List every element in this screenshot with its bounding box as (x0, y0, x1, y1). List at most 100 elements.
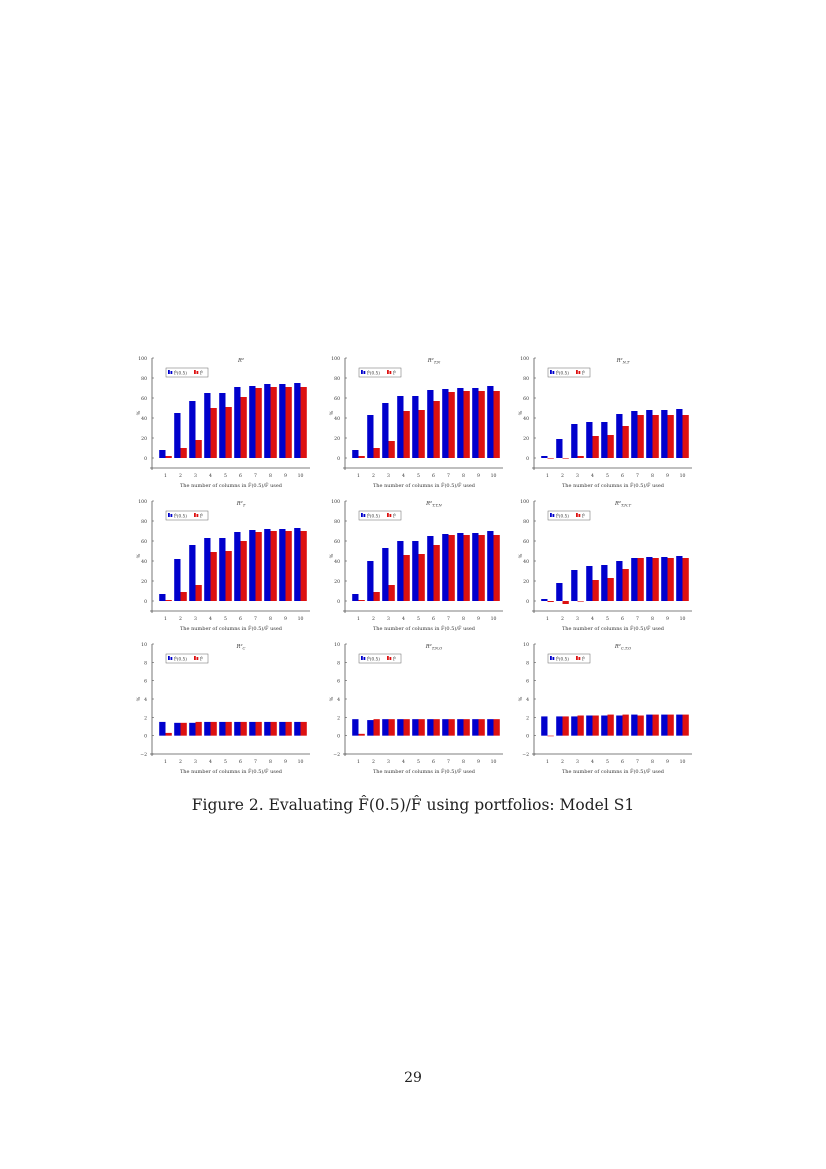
svg-text:1: 1 (546, 759, 549, 765)
chart-panel-r2-cto: −2 0 2 4 6 8 10% 1 2 3 4 5 6 7 8 9 10 The number of colum… (512, 636, 702, 785)
svg-text:2: 2 (179, 473, 182, 479)
svg-text:F̂: F̂ (200, 657, 203, 662)
bar-chart: 0 20 40 60 80 100% 1 2 3 4 5 6 7 8 9 10 The number of co… (136, 499, 310, 632)
svg-text:9: 9 (477, 616, 480, 622)
svg-text:F̂(0.5): F̂(0.5) (174, 514, 187, 519)
svg-text:60: 60 (141, 396, 147, 402)
svg-text:6: 6 (144, 679, 147, 685)
svg-text:7: 7 (447, 759, 450, 765)
svg-text:%: % (518, 696, 524, 701)
svg-text:6: 6 (432, 616, 435, 622)
svg-text:2: 2 (144, 715, 147, 721)
svg-text:80: 80 (141, 519, 147, 525)
svg-text:F̂(0.5): F̂(0.5) (367, 371, 380, 376)
svg-text:4: 4 (591, 616, 594, 622)
svg-text:3: 3 (576, 616, 579, 622)
svg-text:5: 5 (606, 473, 609, 479)
svg-text:100: 100 (138, 356, 147, 362)
svg-text:R²T,N,O: R²T,N,O (425, 644, 443, 651)
svg-text:F̂: F̂ (582, 371, 585, 376)
bar-chart: −2 0 2 4 6 8 10% 1 2 3 4 5 6 7 8 9 10 The number of colum… (518, 642, 692, 775)
chart-panel-r2-tn: 0 20 40 60 80 100% 1 2 3 4 5 6 7 8 9 10 The number of co… (323, 350, 513, 499)
svg-text:F̂(0.5): F̂(0.5) (174, 371, 187, 376)
svg-text:5: 5 (417, 759, 420, 765)
svg-text:10: 10 (334, 642, 340, 648)
chart-panel-r2-c: −2 0 2 4 6 8 10% 1 2 3 4 5 6 7 8 9 10 The number of colum… (130, 636, 320, 785)
svg-text:R²: R² (237, 358, 244, 364)
svg-text:4: 4 (209, 616, 212, 622)
svg-text:10: 10 (491, 616, 497, 622)
svg-text:7: 7 (254, 759, 257, 765)
svg-text:R²T: R²T (236, 501, 246, 508)
svg-text:2: 2 (372, 616, 375, 622)
svg-text:10: 10 (523, 642, 529, 648)
svg-text:7: 7 (254, 473, 257, 479)
svg-text:4: 4 (591, 759, 594, 765)
svg-text:6: 6 (621, 616, 624, 622)
svg-text:3: 3 (194, 759, 197, 765)
svg-text:F̂: F̂ (393, 371, 396, 376)
svg-text:7: 7 (636, 759, 639, 765)
svg-text:4: 4 (591, 473, 594, 479)
svg-text:0: 0 (144, 599, 147, 605)
svg-text:8: 8 (462, 616, 465, 622)
svg-text:3: 3 (387, 616, 390, 622)
svg-text:10: 10 (298, 473, 304, 479)
chart-panel-r2: 0 20 40 60 80 100% 1 2 3 4 5 6 7 8 9 10 The number of co… (130, 350, 320, 499)
svg-text:40: 40 (523, 559, 529, 565)
svg-text:0: 0 (526, 456, 529, 462)
svg-text:80: 80 (334, 376, 340, 382)
svg-text:100: 100 (331, 499, 340, 505)
svg-text:R²T,N,T: R²T,N,T (614, 501, 631, 508)
svg-text:5: 5 (224, 616, 227, 622)
svg-text:1: 1 (546, 473, 549, 479)
svg-text:100: 100 (138, 499, 147, 505)
svg-text:7: 7 (447, 473, 450, 479)
svg-text:−2: −2 (333, 752, 340, 758)
svg-text:3: 3 (387, 473, 390, 479)
svg-text:R²T,N: R²T,N (427, 358, 441, 365)
svg-text:F̂(0.5): F̂(0.5) (556, 514, 569, 519)
svg-text:0: 0 (337, 599, 340, 605)
page-number: 29 (404, 1070, 422, 1086)
svg-text:0: 0 (144, 734, 147, 740)
svg-text:20: 20 (523, 579, 529, 585)
svg-text:F̂(0.5): F̂(0.5) (556, 657, 569, 662)
svg-text:5: 5 (224, 473, 227, 479)
svg-text:5: 5 (417, 616, 420, 622)
svg-text:10: 10 (298, 759, 304, 765)
svg-text:20: 20 (141, 436, 147, 442)
svg-text:2: 2 (372, 473, 375, 479)
bar-chart: 0 20 40 60 80 100% 1 2 3 4 5 6 7 8 9 10 The number of co… (136, 356, 310, 489)
bar-chart: 0 20 40 60 80 100% 1 2 3 4 5 6 7 8 9 10 The number of co… (518, 356, 692, 489)
svg-text:R²C: R²C (236, 644, 246, 651)
svg-text:10: 10 (491, 473, 497, 479)
chart-panel-r2-tnt: 0 20 40 60 80 100% 1 2 3 4 5 6 7 8 9 10 The number of co… (512, 493, 702, 642)
chart-panel-r2-t: 0 20 40 60 80 100% 1 2 3 4 5 6 7 8 9 10 The number of co… (130, 493, 320, 642)
chart-panel-r2-nt: 0 20 40 60 80 100% 1 2 3 4 5 6 7 8 9 10 The number of co… (512, 350, 702, 499)
svg-text:9: 9 (477, 759, 480, 765)
svg-text:9: 9 (666, 616, 669, 622)
svg-text:0: 0 (526, 599, 529, 605)
svg-text:4: 4 (144, 697, 147, 703)
chart-panel-r2-ttn: 0 20 40 60 80 100% 1 2 3 4 5 6 7 8 9 10 The number of co… (323, 493, 513, 642)
svg-text:%: % (136, 696, 142, 701)
bar-chart: −2 0 2 4 6 8 10% 1 2 3 4 5 6 7 8 9 10 The number of colum… (329, 642, 503, 775)
svg-text:6: 6 (621, 759, 624, 765)
svg-text:4: 4 (402, 473, 405, 479)
svg-text:F̂(0.5): F̂(0.5) (367, 514, 380, 519)
svg-text:The number of columns in F̂(0.: The number of columns in F̂(0.5)/F̂ used (562, 768, 665, 775)
svg-text:0: 0 (144, 456, 147, 462)
svg-text:3: 3 (387, 759, 390, 765)
svg-text:7: 7 (447, 616, 450, 622)
svg-text:F̂(0.5): F̂(0.5) (367, 657, 380, 662)
svg-text:40: 40 (334, 416, 340, 422)
svg-text:The number of columns in F̂(0.: The number of columns in F̂(0.5)/F̂ used (180, 625, 283, 632)
svg-text:2: 2 (526, 715, 529, 721)
svg-text:80: 80 (523, 519, 529, 525)
svg-text:1: 1 (357, 759, 360, 765)
svg-text:6: 6 (239, 616, 242, 622)
svg-text:F̂: F̂ (393, 514, 396, 519)
svg-text:The number of columns in F̂(0.: The number of columns in F̂(0.5)/F̂ used (373, 625, 476, 632)
svg-text:−2: −2 (140, 752, 147, 758)
